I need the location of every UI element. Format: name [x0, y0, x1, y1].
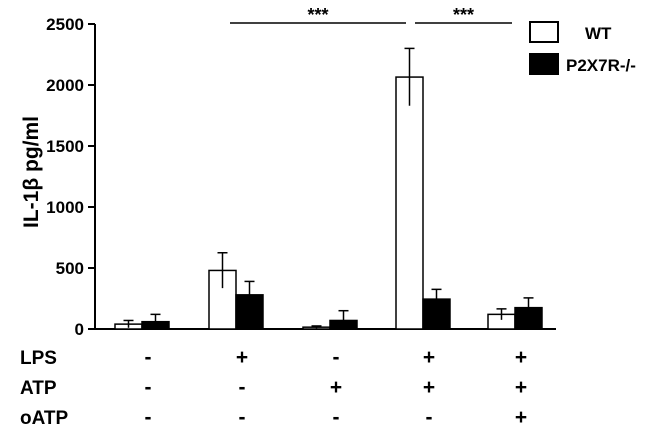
condition-sign: +	[515, 346, 527, 369]
condition-label: LPS	[20, 348, 57, 369]
condition-sign: -	[333, 406, 340, 429]
condition-sign: +	[423, 346, 435, 369]
significance-markers: *** ***	[230, 5, 512, 25]
condition-sign: -	[145, 346, 152, 369]
bar	[395, 76, 424, 330]
condition-sign: -	[239, 406, 246, 429]
legend-swatch	[529, 21, 559, 43]
condition-label: oATP	[20, 408, 69, 429]
y-tick-label: 2000	[46, 76, 84, 95]
condition-sign: -	[239, 376, 246, 399]
y-tick-label: 0	[75, 320, 84, 339]
y-tick-label: 1500	[46, 137, 84, 156]
condition-sign: -	[426, 406, 433, 429]
y-axis: 0 500 1000 1500 2000 2500	[46, 15, 556, 339]
legend: WT P2X7R-/-	[529, 21, 636, 75]
condition-label: ATP	[20, 378, 57, 399]
y-axis-label: IL-1β pg/ml	[20, 116, 43, 228]
condition-sign: -	[145, 376, 152, 399]
condition-sign: +	[515, 376, 527, 399]
condition-sign: +	[423, 376, 435, 399]
significance-label: ***	[307, 5, 328, 25]
condition-sign: +	[330, 376, 342, 399]
condition-sign: +	[236, 346, 248, 369]
legend-label: WT	[585, 24, 612, 43]
condition-sign: -	[333, 346, 340, 369]
y-tick-label: 1000	[46, 198, 84, 217]
condition-table: LPS - + - + + ATP - - + + + oATP - - - - +	[20, 346, 527, 429]
bars	[114, 47, 543, 330]
condition-sign: +	[515, 406, 527, 429]
legend-swatch	[529, 53, 559, 75]
significance-label: ***	[453, 5, 474, 25]
y-tick-label: 2500	[46, 15, 84, 34]
legend-label: P2X7R-/-	[566, 56, 636, 75]
condition-sign: -	[145, 406, 152, 429]
y-tick-label: 500	[56, 259, 84, 278]
